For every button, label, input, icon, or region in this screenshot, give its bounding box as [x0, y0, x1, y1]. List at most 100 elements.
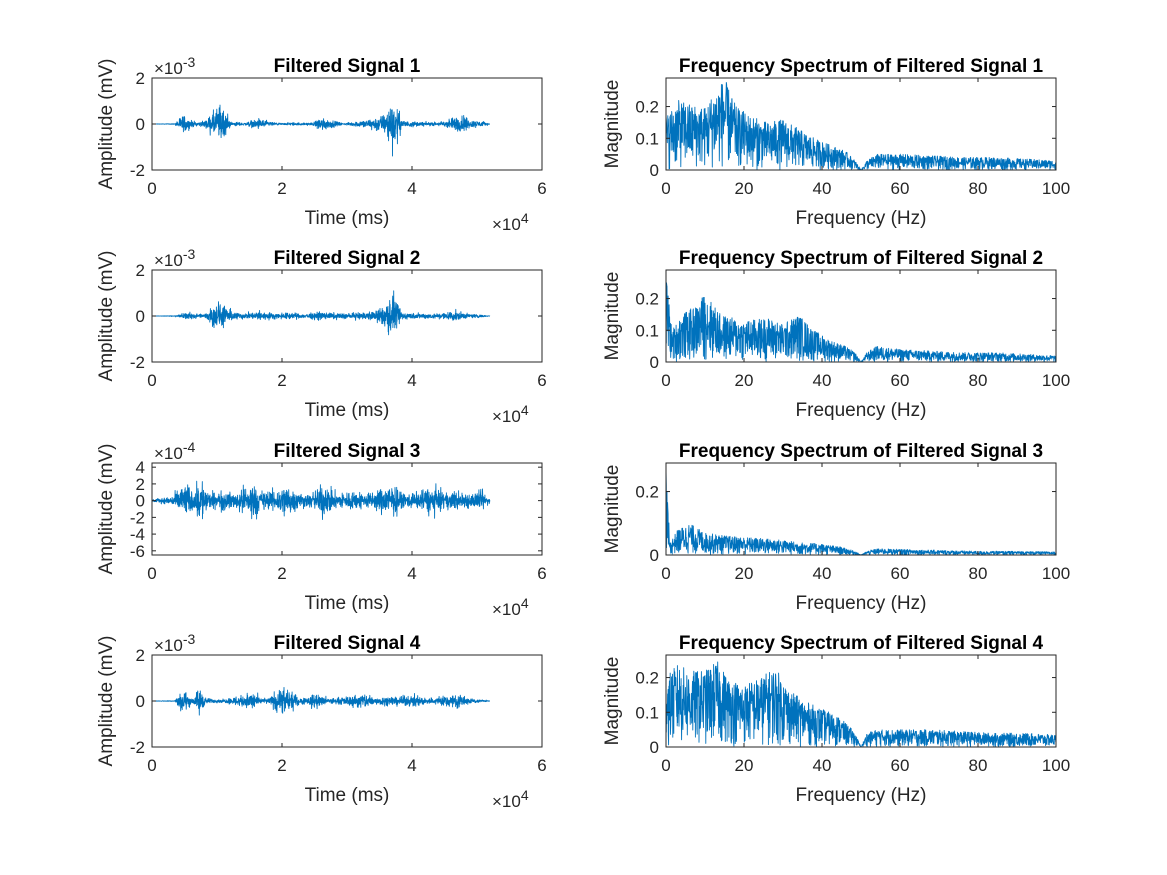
y-tick-label: 0.2	[635, 483, 659, 502]
y-tick-label: -2	[130, 161, 145, 180]
y-axis-label: Amplitude (mV)	[96, 444, 117, 575]
y-tick-label: 0.1	[635, 321, 659, 340]
x-tick-label: 0	[147, 179, 156, 198]
x-tick-label: 60	[891, 179, 910, 198]
series-line	[152, 686, 491, 716]
axes-box	[665, 269, 1057, 363]
series-line	[152, 104, 491, 157]
x-tick-label: 100	[1042, 564, 1070, 583]
x-tick-label: 0	[147, 371, 156, 390]
x-tick-label: 60	[891, 371, 910, 390]
y-axis-label: Magnitude	[602, 465, 623, 554]
y-axis-multiplier: ×10-3	[154, 246, 196, 270]
x-tick-label: 2	[277, 371, 286, 390]
x-tick-label: 40	[813, 564, 832, 583]
plot-area	[665, 462, 1057, 556]
x-tick-label: 40	[813, 756, 832, 775]
x-tick-label: 20	[735, 756, 754, 775]
x-tick-label: 0	[661, 371, 670, 390]
y-tick-label: -4	[130, 525, 145, 544]
x-tick-label: 2	[277, 179, 286, 198]
x-tick-label: 0	[147, 756, 156, 775]
x-axis-label: Frequency (Hz)	[796, 785, 927, 806]
y-tick-label: 2	[136, 69, 145, 88]
axes-box	[665, 654, 1057, 748]
y-tick-label: -2	[130, 508, 145, 527]
x-tick-label: 40	[813, 371, 832, 390]
x-tick-label: 0	[147, 564, 156, 583]
axes-box	[151, 462, 543, 556]
subplot-4: 0 20 40 60 80 100 0 0.1 0.2 Frequency Spectrum of…	[602, 248, 1070, 421]
series-line	[666, 469, 1056, 555]
series-line	[666, 661, 1056, 747]
y-tick-label: -2	[130, 738, 145, 757]
y-tick-label: 0	[650, 738, 659, 757]
y-tick-label: 0.2	[635, 290, 659, 309]
x-tick-label: 100	[1042, 179, 1070, 198]
x-tick-label: 6	[537, 179, 546, 198]
x-axis-label: Frequency (Hz)	[796, 400, 927, 421]
x-axis-label: Frequency (Hz)	[796, 593, 927, 614]
x-tick-label: 4	[407, 564, 416, 583]
y-tick-label: -2	[130, 353, 145, 372]
subplot-title: Frequency Spectrum of Filtered Signal 4	[679, 633, 1044, 654]
series-line	[666, 270, 1056, 362]
subplot-6: 0 20 40 60 80 100 0 0.2 Frequency Spectrum of Fi…	[602, 441, 1070, 614]
subplot-title: Filtered Signal 1	[274, 56, 421, 77]
axes-box	[665, 462, 1057, 556]
plot-area	[151, 462, 543, 556]
y-axis-multiplier: ×10-4	[154, 439, 196, 463]
y-tick-label: 2	[136, 261, 145, 280]
subplot-title: Filtered Signal 2	[274, 248, 421, 269]
x-axis-label: Time (ms)	[305, 400, 390, 421]
x-tick-label: 60	[891, 756, 910, 775]
y-tick-label: 2	[136, 475, 145, 494]
series-line	[666, 82, 1056, 170]
y-tick-label: 0.1	[635, 703, 659, 722]
y-tick-label: -6	[130, 542, 145, 561]
x-tick-label: 6	[537, 371, 546, 390]
subplot-title: Frequency Spectrum of Filtered Signal 2	[679, 248, 1043, 269]
y-axis-label: Magnitude	[602, 80, 623, 169]
y-axis-multiplier: ×10-3	[154, 631, 196, 655]
y-axis-label: Amplitude (mV)	[96, 636, 117, 767]
x-axis-multiplier: ×104	[492, 787, 529, 811]
x-tick-label: 20	[735, 179, 754, 198]
y-tick-label: 0	[136, 115, 145, 134]
x-tick-label: 100	[1042, 371, 1070, 390]
x-axis-label: Frequency (Hz)	[796, 208, 927, 229]
x-tick-label: 6	[537, 756, 546, 775]
x-axis-multiplier: ×104	[492, 402, 529, 426]
x-tick-label: 80	[969, 564, 988, 583]
y-axis-label: Amplitude (mV)	[96, 59, 117, 190]
x-tick-label: 0	[661, 564, 670, 583]
x-tick-label: 6	[537, 564, 546, 583]
subplot-title: Frequency Spectrum of Filtered Signal 1	[679, 56, 1044, 77]
x-tick-label: 0	[661, 179, 670, 198]
x-tick-label: 2	[277, 756, 286, 775]
x-axis-multiplier: ×104	[492, 595, 529, 619]
x-axis-multiplier: ×104	[492, 210, 529, 234]
y-tick-label: 0	[650, 546, 659, 565]
axes-box	[665, 77, 1057, 171]
subplot-title: Frequency Spectrum of Filtered Signal 3	[679, 441, 1043, 462]
subplot-title: Filtered Signal 3	[274, 441, 421, 462]
subplot-2: 0 20 40 60 80 100 0 0.1 0.2 Frequency Spectrum of…	[602, 56, 1070, 229]
x-tick-label: 80	[969, 756, 988, 775]
x-tick-label: 20	[735, 564, 754, 583]
y-tick-label: 0.2	[635, 669, 659, 688]
series-line	[152, 290, 491, 336]
y-tick-label: 0	[136, 307, 145, 326]
x-tick-label: 80	[969, 371, 988, 390]
y-tick-label: 0	[136, 492, 145, 511]
y-tick-label: 0	[650, 353, 659, 372]
x-axis-label: Time (ms)	[305, 593, 390, 614]
y-tick-label: 4	[136, 458, 145, 477]
x-axis-label: Time (ms)	[305, 785, 390, 806]
y-tick-label: 0.2	[635, 98, 659, 117]
